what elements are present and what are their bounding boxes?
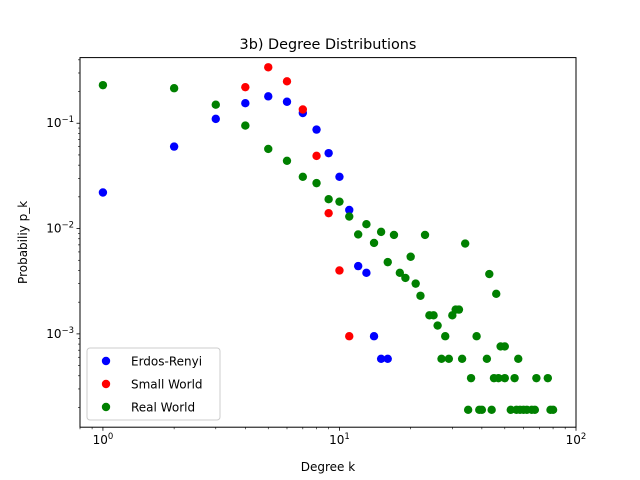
legend-marker-real-world [101, 402, 111, 412]
data-point-erdos-renyi-9 [335, 172, 344, 182]
data-point-small-world-1 [264, 63, 273, 72]
data-point-real-world-25 [433, 321, 442, 330]
data-point-real-world-47 [500, 373, 509, 383]
data-point-real-world-10 [345, 212, 354, 221]
x-tick-label-2: 102 [566, 432, 587, 447]
data-point-real-world-11 [353, 230, 363, 239]
data-point-real-world-7 [312, 178, 321, 188]
axis-ticks: 100 101 102 10−3 10−2 10−1 [46, 59, 587, 447]
data-point-erdos-renyi-14 [376, 354, 386, 363]
data-point-real-world-33 [460, 239, 470, 248]
data-point-real-world-26 [437, 354, 446, 363]
data-point-small-world-2 [282, 77, 292, 86]
data-point-small-world-4 [312, 151, 321, 161]
series-real-world [98, 80, 558, 415]
data-point-real-world-31 [454, 305, 464, 314]
legend-label-real-world: Real World [131, 401, 195, 415]
data-point-small-world-5 [324, 208, 333, 218]
data-point-erdos-renyi-4 [264, 92, 273, 101]
data-point-real-world-20 [411, 279, 420, 288]
data-point-erdos-renyi-3 [241, 98, 250, 108]
data-point-real-world-21 [416, 291, 425, 300]
data-point-real-world-12 [362, 220, 371, 229]
data-point-real-world-44 [494, 373, 503, 383]
data-point-real-world-38 [477, 405, 487, 415]
data-point-real-world-41 [487, 405, 496, 415]
data-point-real-world-57 [532, 373, 541, 383]
data-point-real-world-13 [369, 238, 379, 248]
data-point-real-world-8 [324, 195, 333, 204]
data-point-real-world-24 [429, 311, 438, 320]
chart-title: 3b) Degree Distributions [240, 37, 417, 53]
x-axis-label: Degree k [301, 460, 355, 474]
axes-frame [79, 57, 577, 428]
legend-frame [86, 347, 221, 421]
data-point-real-world-34 [463, 405, 473, 415]
data-point-erdos-renyi-8 [324, 148, 333, 158]
data-point-erdos-renyi-11 [353, 261, 363, 271]
plot-area [98, 63, 558, 415]
y-tick-label-2: 10−1 [46, 115, 74, 130]
data-point-real-world-58 [543, 373, 553, 383]
data-point-real-world-3 [241, 121, 250, 130]
data-point-real-world-51 [514, 354, 523, 363]
y-tick-label-0: 10−3 [46, 326, 74, 341]
data-point-real-world-60 [548, 405, 558, 415]
legend: Erdos-Renyi Small World Real World [86, 347, 221, 421]
legend-label-erdos-renyi: Erdos-Renyi [131, 355, 202, 369]
data-point-real-world-46 [500, 342, 509, 351]
data-point-small-world-0 [241, 82, 250, 92]
data-point-real-world-1 [169, 84, 179, 93]
data-point-real-world-4 [264, 144, 273, 154]
data-point-real-world-40 [485, 269, 494, 279]
data-point-small-world-3 [298, 105, 308, 114]
data-point-real-world-0 [98, 80, 108, 90]
data-point-real-world-6 [298, 172, 308, 182]
x-tick-label-1: 101 [329, 432, 350, 447]
data-point-real-world-15 [383, 257, 392, 267]
data-point-real-world-22 [420, 230, 430, 240]
data-point-erdos-renyi-7 [312, 125, 321, 134]
y-tick-label-1: 10−2 [46, 221, 74, 236]
data-point-real-world-36 [472, 332, 481, 341]
data-point-real-world-17 [395, 268, 405, 278]
data-point-erdos-renyi-2 [211, 114, 220, 124]
data-point-real-world-39 [482, 354, 492, 363]
data-point-real-world-2 [211, 100, 220, 109]
data-point-erdos-renyi-0 [98, 188, 108, 197]
data-point-small-world-6 [335, 266, 344, 275]
data-point-erdos-renyi-15 [383, 354, 392, 363]
data-point-real-world-18 [401, 273, 410, 283]
data-point-small-world-7 [345, 332, 354, 341]
data-point-real-world-56 [530, 405, 540, 415]
data-point-real-world-49 [510, 373, 519, 383]
data-point-erdos-renyi-12 [362, 268, 371, 278]
series-small-world [241, 63, 354, 341]
data-point-real-world-28 [444, 354, 454, 363]
data-point-erdos-renyi-10 [345, 205, 354, 215]
legend-marker-small-world [101, 379, 111, 389]
data-point-real-world-35 [466, 373, 476, 383]
legend-label-small-world: Small World [131, 378, 203, 392]
data-point-real-world-5 [282, 156, 292, 165]
data-point-erdos-renyi-13 [369, 332, 379, 341]
data-point-erdos-renyi-1 [169, 142, 179, 151]
legend-marker-erdos-renyi [101, 356, 111, 366]
x-tick-label-0: 100 [93, 432, 114, 447]
y-axis-label: Probabiliy p_k [16, 201, 30, 284]
data-point-real-world-32 [457, 354, 467, 363]
data-point-real-world-9 [335, 197, 344, 206]
data-point-real-world-43 [492, 289, 501, 299]
data-point-real-world-19 [406, 252, 415, 261]
data-point-real-world-27 [441, 332, 450, 341]
data-point-real-world-16 [389, 230, 399, 240]
data-point-erdos-renyi-5 [282, 97, 292, 106]
data-point-real-world-14 [376, 227, 386, 237]
